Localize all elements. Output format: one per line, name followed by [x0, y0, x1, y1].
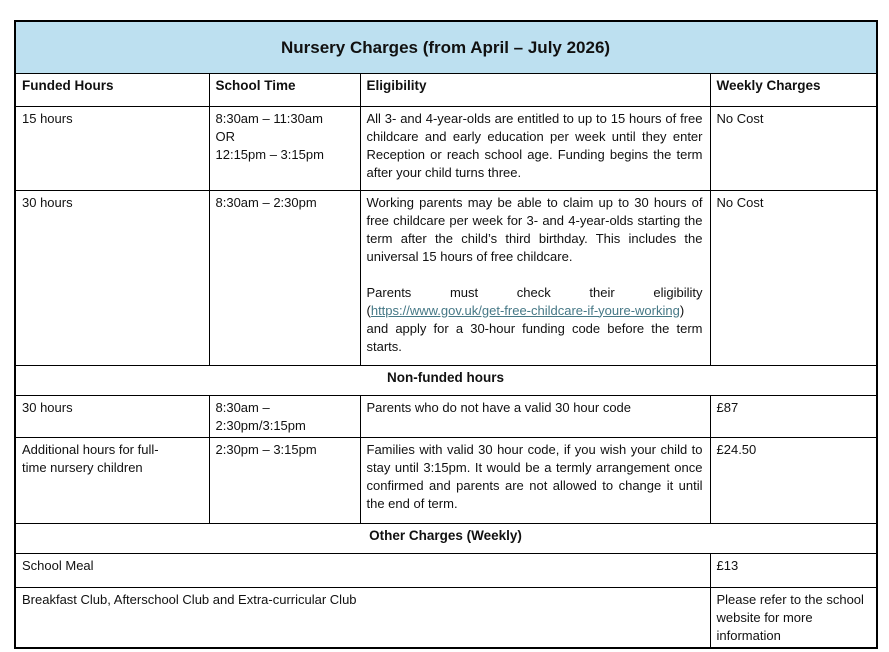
- eligibility-text-after-link: ) and apply for a 30-hour funding code b…: [366, 302, 703, 354]
- non-funded-30-charge-cell: £87: [709, 394, 878, 438]
- school-meal-charge-cell: £13: [709, 552, 878, 588]
- table-row-additional-hours: Additional hours for full- time nursery …: [14, 436, 878, 524]
- funded-30-charge-cell: No Cost: [709, 189, 878, 366]
- table-row-funded-15-hours: 15 hours 8:30am – 11:30am OR 12:15pm – 3…: [14, 105, 878, 191]
- funded-15-eligibility-cell: All 3- and 4-year-olds are entitled to u…: [359, 105, 711, 191]
- table-row-clubs: Breakfast Club, Afterschool Club and Ext…: [14, 586, 878, 648]
- clubs-charge-cell: Please refer to the school website for m…: [709, 586, 878, 648]
- nursery-charges-table: Nursery Charges (from April – July 2026)…: [14, 20, 879, 649]
- section-row-other-charges: Other Charges (Weekly): [14, 522, 878, 554]
- table-row-school-meal: School Meal £13: [14, 552, 878, 588]
- school-meal-label-cell: School Meal: [14, 552, 711, 588]
- column-header-row: Funded Hours School Time Eligibility Wee…: [14, 72, 878, 107]
- additional-hours-cell: Additional hours for full- time nursery …: [14, 436, 210, 524]
- column-header-funded-hours: Funded Hours: [14, 72, 210, 107]
- column-header-eligibility: Eligibility: [359, 72, 711, 107]
- funded-30-hours-cell: 30 hours: [14, 189, 210, 366]
- document-sheet: Nursery Charges (from April – July 2026)…: [14, 20, 879, 649]
- funded-30-eligibility-paragraph-2: Parents must check their eligibility (ht…: [367, 284, 703, 356]
- additional-hours-eligibility-cell: Families with valid 30 hour code, if you…: [359, 436, 711, 524]
- column-header-weekly-charges: Weekly Charges: [709, 72, 878, 107]
- funded-30-time-cell: 8:30am – 2:30pm: [208, 189, 361, 366]
- section-row-non-funded: Non-funded hours: [14, 364, 878, 396]
- eligibility-text-before-link: Parents must check their eligibility (: [366, 284, 703, 318]
- non-funded-30-hours-cell: 30 hours: [14, 394, 210, 438]
- non-funded-30-time-cell: 8:30am – 2:30pm/3:15pm: [208, 394, 361, 438]
- page-title: Nursery Charges (from April – July 2026): [14, 20, 878, 74]
- non-funded-30-eligibility-cell: Parents who do not have a valid 30 hour …: [359, 394, 711, 438]
- column-header-school-time: School Time: [208, 72, 361, 107]
- other-charges-section-heading: Other Charges (Weekly): [14, 522, 878, 554]
- title-row: Nursery Charges (from April – July 2026): [14, 20, 878, 74]
- additional-hours-charge-cell: £24.50: [709, 436, 878, 524]
- additional-hours-time-cell: 2:30pm – 3:15pm: [208, 436, 361, 524]
- funded-30-eligibility-paragraph-1: Working parents may be able to claim up …: [366, 194, 703, 264]
- table-row-non-funded-30-hours: 30 hours 8:30am – 2:30pm/3:15pm Parents …: [14, 394, 878, 438]
- gov-uk-childcare-link[interactable]: https://www.gov.uk/get-free-childcare-if…: [370, 302, 680, 318]
- table-row-funded-30-hours: 30 hours 8:30am – 2:30pm Working parents…: [14, 189, 878, 366]
- funded-30-eligibility-cell: Working parents may be able to claim up …: [359, 189, 711, 366]
- funded-15-charge-cell: No Cost: [709, 105, 878, 191]
- funded-15-hours-cell: 15 hours: [14, 105, 210, 191]
- clubs-label-cell: Breakfast Club, Afterschool Club and Ext…: [14, 586, 711, 648]
- funded-15-time-cell: 8:30am – 11:30am OR 12:15pm – 3:15pm: [208, 105, 361, 191]
- non-funded-section-heading: Non-funded hours: [14, 364, 878, 396]
